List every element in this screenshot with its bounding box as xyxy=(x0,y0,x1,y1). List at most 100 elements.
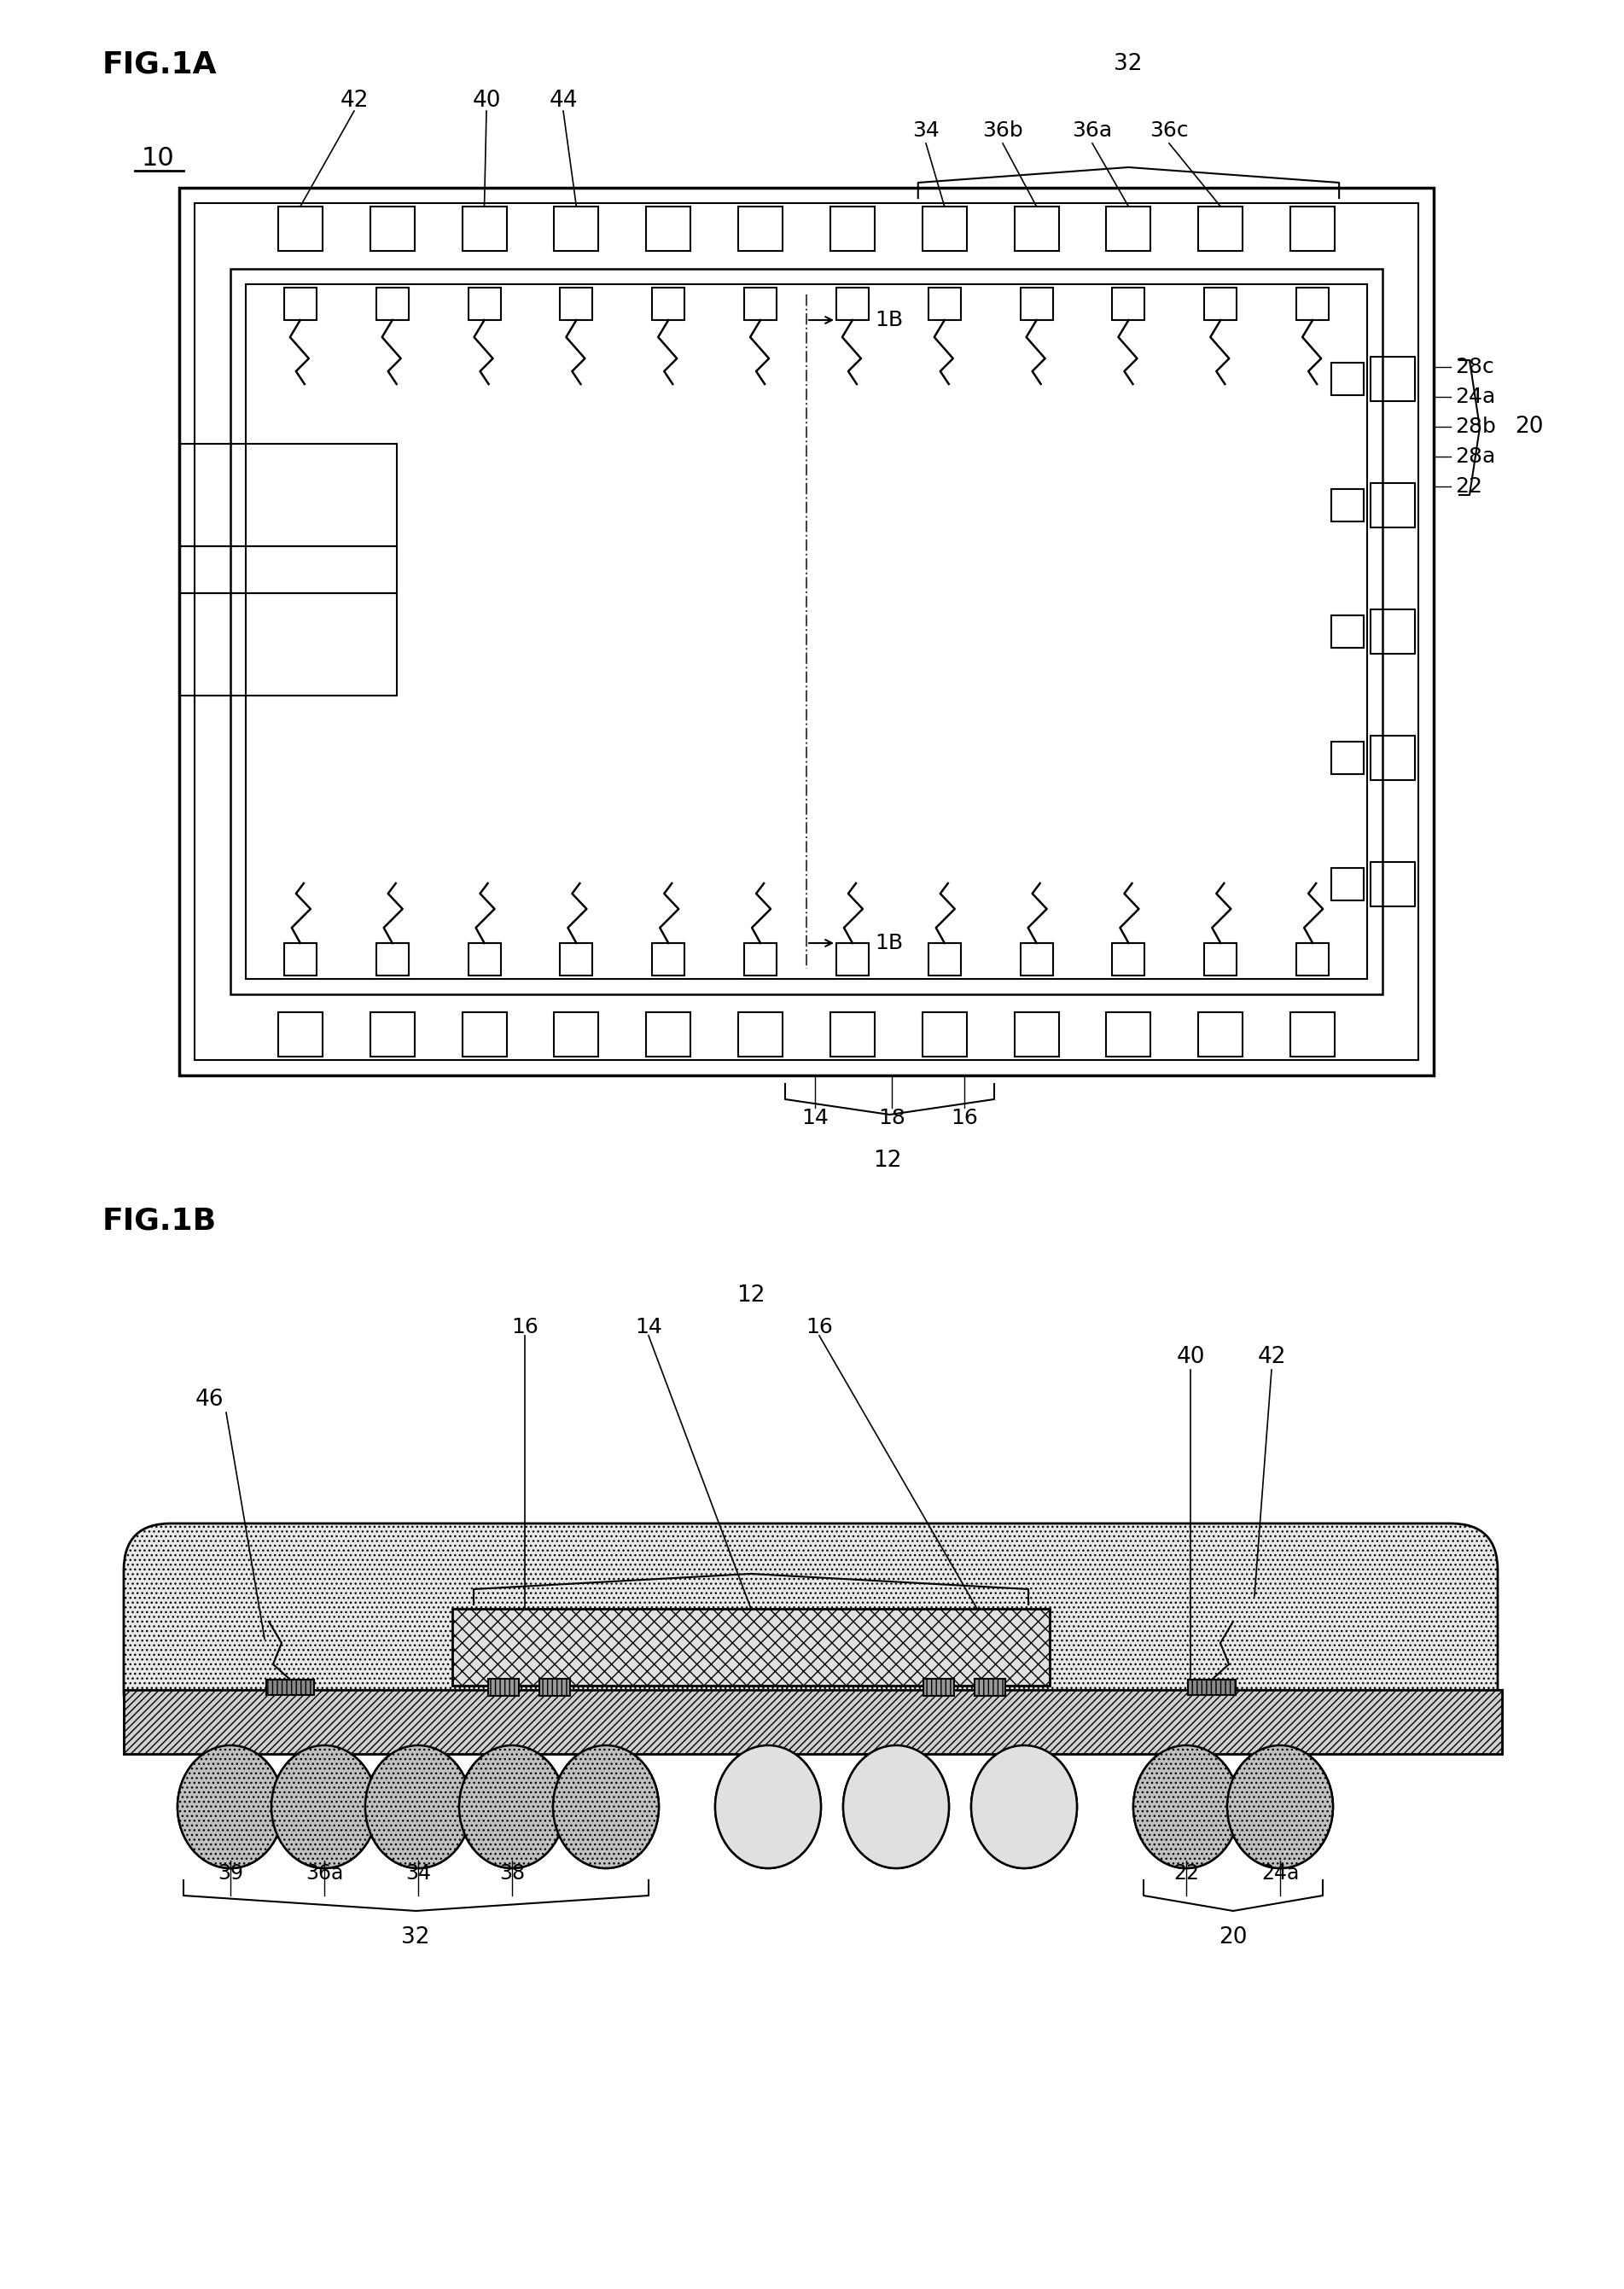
Bar xyxy=(266,1680,313,1694)
Bar xyxy=(370,206,414,252)
Text: 1B: 1B xyxy=(875,934,903,952)
Bar xyxy=(1015,206,1059,252)
Text: 20: 20 xyxy=(1515,417,1543,437)
Bar xyxy=(463,206,507,252)
Text: 40: 40 xyxy=(473,89,500,112)
Text: 40: 40 xyxy=(1176,1346,1205,1369)
Bar xyxy=(1112,943,1145,975)
Bar xyxy=(179,547,396,593)
Bar xyxy=(1296,943,1328,975)
Bar xyxy=(539,1678,570,1696)
Bar xyxy=(744,288,776,320)
Bar xyxy=(1332,362,1364,396)
Text: 28c: 28c xyxy=(1455,357,1494,378)
Text: 16: 16 xyxy=(806,1316,833,1337)
Text: 36b: 36b xyxy=(983,121,1023,142)
Text: 14: 14 xyxy=(801,1108,828,1128)
Bar xyxy=(560,943,593,975)
Ellipse shape xyxy=(365,1744,471,1868)
Text: 36a: 36a xyxy=(1072,121,1112,142)
Text: 32: 32 xyxy=(401,1927,430,1948)
Bar xyxy=(646,206,690,252)
Bar xyxy=(739,206,783,252)
Bar xyxy=(1332,490,1364,522)
Bar xyxy=(1332,868,1364,900)
Bar xyxy=(468,943,500,975)
Bar xyxy=(1371,357,1415,401)
Bar xyxy=(179,188,1434,1076)
Bar xyxy=(489,1678,518,1696)
Bar xyxy=(1205,943,1237,975)
Bar xyxy=(195,204,1418,1060)
Ellipse shape xyxy=(554,1744,659,1868)
Ellipse shape xyxy=(843,1744,948,1868)
Bar xyxy=(1020,288,1052,320)
Text: 39: 39 xyxy=(218,1863,244,1884)
Bar xyxy=(974,1678,1005,1696)
Bar xyxy=(453,1609,1049,1685)
Ellipse shape xyxy=(1134,1744,1239,1868)
Bar xyxy=(929,943,961,975)
Bar xyxy=(1332,742,1364,774)
FancyBboxPatch shape xyxy=(123,1524,1497,1740)
Bar xyxy=(646,1012,690,1058)
Bar xyxy=(922,206,966,252)
Bar xyxy=(1205,288,1237,320)
Text: 16: 16 xyxy=(512,1316,539,1337)
Ellipse shape xyxy=(177,1744,283,1868)
Text: 46: 46 xyxy=(195,1389,224,1410)
Bar xyxy=(245,284,1367,980)
Text: 42: 42 xyxy=(339,89,369,112)
Bar xyxy=(924,1678,953,1696)
Bar xyxy=(1015,1012,1059,1058)
Bar xyxy=(1371,735,1415,781)
Bar xyxy=(468,288,500,320)
Bar xyxy=(836,943,869,975)
Text: 44: 44 xyxy=(549,89,578,112)
Bar xyxy=(278,1012,323,1058)
Text: 1B: 1B xyxy=(875,309,903,330)
Bar xyxy=(377,288,409,320)
Text: 14: 14 xyxy=(635,1316,663,1337)
Bar xyxy=(554,206,599,252)
Text: 28a: 28a xyxy=(1455,446,1496,467)
Text: 22: 22 xyxy=(1174,1863,1199,1884)
Bar xyxy=(1371,483,1415,526)
Text: 38: 38 xyxy=(499,1863,525,1884)
Bar xyxy=(929,288,961,320)
Text: 10: 10 xyxy=(141,146,174,169)
Bar xyxy=(278,206,323,252)
Ellipse shape xyxy=(271,1744,377,1868)
Bar xyxy=(653,943,685,975)
Bar xyxy=(1106,206,1151,252)
Text: 24a: 24a xyxy=(1455,387,1496,407)
Bar xyxy=(830,206,875,252)
Ellipse shape xyxy=(177,1744,283,1868)
Bar xyxy=(922,1012,966,1058)
Bar xyxy=(1371,863,1415,906)
Bar xyxy=(974,1678,1005,1696)
Ellipse shape xyxy=(365,1744,471,1868)
Bar xyxy=(1332,616,1364,648)
Bar xyxy=(1106,1012,1151,1058)
Bar xyxy=(1187,1680,1236,1694)
Bar xyxy=(377,943,409,975)
Bar xyxy=(453,1609,1049,1685)
Bar xyxy=(744,943,776,975)
Bar xyxy=(179,593,396,696)
Ellipse shape xyxy=(1228,1744,1333,1868)
Text: FIG.1A: FIG.1A xyxy=(102,50,218,78)
Bar xyxy=(463,1012,507,1058)
Bar xyxy=(653,288,685,320)
Bar xyxy=(830,1012,875,1058)
Bar xyxy=(489,1678,518,1696)
Bar xyxy=(231,268,1382,993)
Bar xyxy=(370,1012,414,1058)
Text: FIG.1B: FIG.1B xyxy=(102,1206,218,1236)
Text: 16: 16 xyxy=(950,1108,978,1128)
Bar xyxy=(1296,288,1328,320)
Ellipse shape xyxy=(971,1744,1077,1868)
Text: 20: 20 xyxy=(1220,1927,1247,1948)
Bar xyxy=(1291,206,1335,252)
Ellipse shape xyxy=(460,1744,565,1868)
